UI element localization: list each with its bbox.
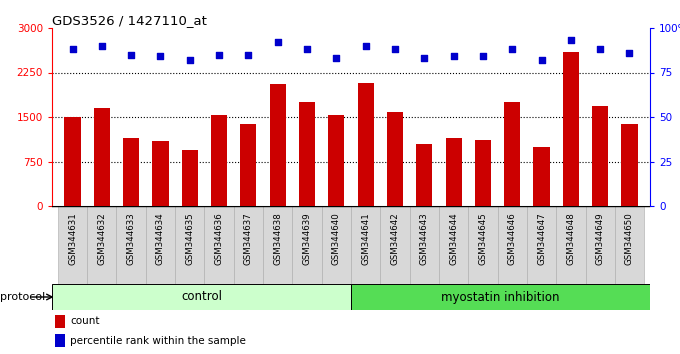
Text: GSM344642: GSM344642 xyxy=(390,212,399,265)
Bar xyxy=(240,124,256,206)
Bar xyxy=(52,284,351,310)
Bar xyxy=(585,206,615,284)
Text: GDS3526 / 1427110_at: GDS3526 / 1427110_at xyxy=(52,14,207,27)
Bar xyxy=(563,52,579,206)
Bar xyxy=(58,206,87,284)
Point xyxy=(331,56,342,61)
Bar xyxy=(152,141,169,206)
Point xyxy=(477,54,488,59)
Point xyxy=(448,54,459,59)
Bar xyxy=(116,206,146,284)
Point xyxy=(624,50,635,56)
Point xyxy=(97,43,107,48)
Point xyxy=(302,46,313,52)
Bar xyxy=(94,108,110,206)
Text: GSM344633: GSM344633 xyxy=(126,212,135,265)
Bar xyxy=(175,206,205,284)
Bar xyxy=(234,206,263,284)
Bar xyxy=(322,206,351,284)
Bar xyxy=(469,206,498,284)
Text: GSM344634: GSM344634 xyxy=(156,212,165,265)
Bar xyxy=(445,138,462,206)
Bar xyxy=(358,82,374,206)
Bar xyxy=(504,102,520,206)
Text: percentile rank within the sample: percentile rank within the sample xyxy=(70,336,245,346)
Point xyxy=(565,38,576,43)
Text: myostatin inhibition: myostatin inhibition xyxy=(441,291,560,303)
Bar xyxy=(211,115,227,206)
Point xyxy=(67,46,78,52)
Point xyxy=(214,52,224,58)
Point xyxy=(184,57,195,63)
Bar xyxy=(622,124,638,206)
Point xyxy=(155,54,166,59)
Bar xyxy=(263,206,292,284)
Text: GSM344644: GSM344644 xyxy=(449,212,458,265)
Bar xyxy=(439,206,469,284)
Text: GSM344640: GSM344640 xyxy=(332,212,341,265)
Bar xyxy=(299,102,315,206)
Point xyxy=(595,46,606,52)
Text: GSM344643: GSM344643 xyxy=(420,212,429,265)
Point xyxy=(272,39,283,45)
Bar xyxy=(409,206,439,284)
Bar xyxy=(55,335,65,347)
Text: GSM344646: GSM344646 xyxy=(508,212,517,265)
Bar xyxy=(87,206,116,284)
Bar xyxy=(387,112,403,206)
Text: GSM344648: GSM344648 xyxy=(566,212,575,265)
Text: GSM344636: GSM344636 xyxy=(215,212,224,265)
Text: control: control xyxy=(181,291,222,303)
Bar xyxy=(475,139,491,206)
Bar xyxy=(123,138,139,206)
Point xyxy=(507,46,517,52)
Text: count: count xyxy=(70,316,99,326)
Text: GSM344645: GSM344645 xyxy=(479,212,488,265)
Text: GSM344649: GSM344649 xyxy=(596,212,605,265)
Bar xyxy=(615,206,644,284)
Bar xyxy=(534,147,549,206)
Text: GSM344650: GSM344650 xyxy=(625,212,634,265)
Bar xyxy=(292,206,322,284)
Text: GSM344637: GSM344637 xyxy=(244,212,253,265)
Point xyxy=(243,52,254,58)
Text: GSM344639: GSM344639 xyxy=(303,212,311,265)
Text: GSM344647: GSM344647 xyxy=(537,212,546,265)
Bar xyxy=(328,115,344,206)
Bar xyxy=(592,106,608,206)
Point xyxy=(360,43,371,48)
Bar xyxy=(498,206,527,284)
Bar xyxy=(556,206,585,284)
Text: GSM344641: GSM344641 xyxy=(361,212,370,265)
Text: protocol: protocol xyxy=(0,292,45,302)
Bar xyxy=(146,206,175,284)
Text: GSM344632: GSM344632 xyxy=(97,212,106,265)
Bar xyxy=(55,315,65,328)
Bar xyxy=(527,206,556,284)
Bar xyxy=(351,284,650,310)
Bar xyxy=(205,206,234,284)
Text: GSM344638: GSM344638 xyxy=(273,212,282,265)
Text: GSM344635: GSM344635 xyxy=(185,212,194,265)
Point xyxy=(390,46,401,52)
Bar xyxy=(351,206,380,284)
Text: GSM344631: GSM344631 xyxy=(68,212,77,265)
Bar xyxy=(65,117,81,206)
Point xyxy=(419,56,430,61)
Bar xyxy=(416,144,432,206)
Point xyxy=(126,52,137,58)
Bar xyxy=(270,84,286,206)
Point xyxy=(536,57,547,63)
Bar xyxy=(380,206,409,284)
Bar xyxy=(182,150,198,206)
